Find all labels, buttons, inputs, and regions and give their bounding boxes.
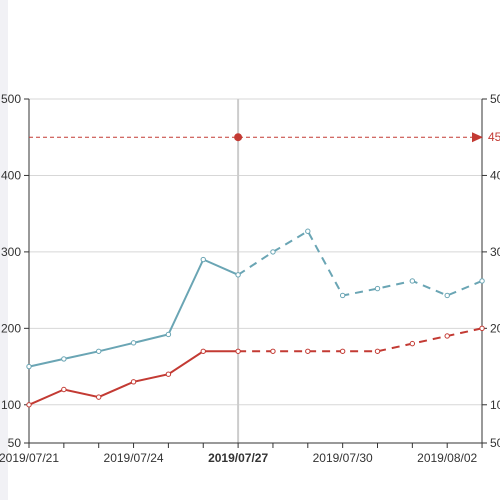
markline-label: 450 xyxy=(488,130,500,144)
right-axis-tick-label: 200 xyxy=(490,321,500,335)
right-axis-tick-label: 50 xyxy=(490,436,500,450)
series-1-point xyxy=(26,402,32,408)
left-axis-tick-label: 200 xyxy=(1,321,21,335)
series-0-point xyxy=(26,363,32,370)
series-0-point xyxy=(374,285,381,292)
series-1-point xyxy=(270,348,276,354)
right-axis-tick-label: 300 xyxy=(490,245,500,259)
gridlines xyxy=(29,98,482,406)
left-edge-strip xyxy=(0,0,8,500)
left-axis-tick-label: 400 xyxy=(1,168,21,182)
series-0-point xyxy=(96,348,102,354)
series-0-point xyxy=(61,356,67,362)
series-1-point xyxy=(200,348,206,354)
right-axis-tick-label: 100 xyxy=(490,398,500,412)
series-1-point xyxy=(339,348,346,354)
tick-labels: 10020030040050050100200300400500502019/0… xyxy=(0,92,500,465)
series-0-point xyxy=(339,292,346,299)
left-axis-tick-label: 100 xyxy=(1,398,21,412)
series-1-point xyxy=(444,333,450,339)
series-0-point xyxy=(270,249,276,255)
right-axis-tick-label: 500 xyxy=(490,92,500,106)
x-axis-tick-label: 2019/07/21 xyxy=(0,451,59,465)
x-axis-tick-label: 2019/07/24 xyxy=(104,451,164,465)
right-axis-tick-label: 400 xyxy=(490,168,500,182)
left-axis-tick-label: 50 xyxy=(8,436,22,450)
left-axis-tick-label: 300 xyxy=(1,245,21,259)
series-1-point xyxy=(305,348,311,354)
series-1-point xyxy=(165,371,172,377)
series-0-point xyxy=(200,256,206,263)
highlight-point xyxy=(234,133,243,142)
series-1-point xyxy=(130,379,137,385)
series-0-dashed-line xyxy=(237,229,483,297)
series-0-point xyxy=(235,272,241,278)
series-0-point xyxy=(409,278,416,284)
series-0-point xyxy=(130,340,137,346)
x-axis-tick-label: 2019/08/02 xyxy=(417,451,477,465)
series-1-point xyxy=(374,348,381,354)
series-1-point xyxy=(235,348,241,354)
series-1-point xyxy=(479,325,485,332)
x-axis-tick-label: 2019/07/30 xyxy=(313,451,373,465)
series-1-dashed-line xyxy=(238,327,483,353)
left-axis-tick-label: 500 xyxy=(1,92,21,106)
series-1-point xyxy=(409,340,416,347)
series-0-point xyxy=(165,331,172,338)
markline: 450 xyxy=(29,130,500,144)
series-0-point xyxy=(305,228,311,234)
series-0-point xyxy=(479,278,485,284)
markline-arrow-icon xyxy=(472,132,483,143)
series-0-point xyxy=(444,292,450,299)
x-axis-tick-label: 2019/07/27 xyxy=(208,451,268,465)
series-1-point xyxy=(61,386,67,393)
series-layer xyxy=(26,228,485,408)
series-1-point xyxy=(96,394,102,400)
